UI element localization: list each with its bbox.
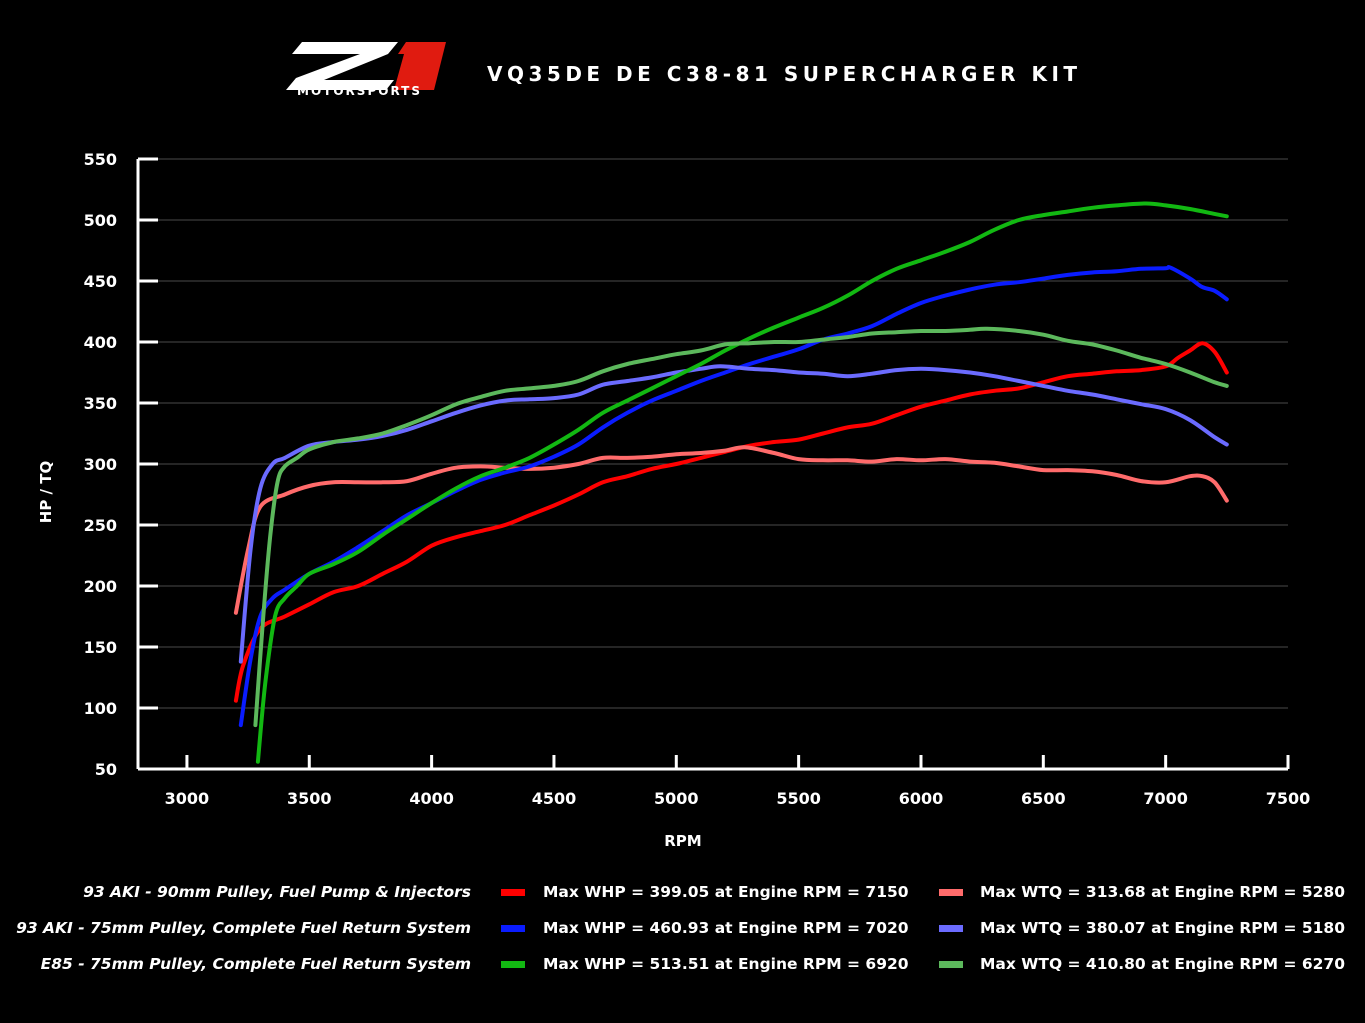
series-line-4 [255, 201, 1229, 764]
x-tick-label: 5000 [654, 789, 699, 808]
legend-whp-text: Max WHP = 513.51 at Engine RPM = 6920 [543, 955, 909, 973]
x-tick-label: 3000 [165, 789, 210, 808]
legend-label: 93 AKI - 90mm Pulley, Fuel Pump & Inject… [83, 883, 471, 901]
legend-row: 93 AKI - 75mm Pulley, Complete Fuel Retu… [0, 916, 1365, 940]
y-tick-label: 500 [84, 211, 117, 230]
series-line-2 [238, 265, 1229, 728]
legend-swatch-wtq [939, 889, 963, 896]
y-tick-label: 200 [84, 577, 117, 596]
legend-wtq-text: Max WTQ = 313.68 at Engine RPM = 5280 [980, 883, 1345, 901]
y-tick-label: 350 [84, 394, 117, 413]
y-tick-label: 50 [95, 760, 117, 779]
x-tick-label: 5500 [776, 789, 821, 808]
grid-lines [138, 158, 1288, 709]
axes [136, 157, 1290, 771]
series-line-3 [238, 364, 1229, 664]
legend-whp-text: Max WHP = 460.93 at Engine RPM = 7020 [543, 919, 909, 937]
y-tick-label: 150 [84, 638, 117, 657]
series-lines [233, 201, 1229, 764]
legend-wtq-text: Max WTQ = 410.80 at Engine RPM = 6270 [980, 955, 1345, 973]
y-tick-label: 250 [84, 516, 117, 535]
y-tick-label: 450 [84, 272, 117, 291]
legend-whp-text: Max WHP = 399.05 at Engine RPM = 7150 [543, 883, 909, 901]
legend-swatch-whp [501, 961, 525, 968]
legend-row: 93 AKI - 90mm Pulley, Fuel Pump & Inject… [0, 880, 1365, 904]
x-tick-label: 6500 [1021, 789, 1066, 808]
legend-label: 93 AKI - 75mm Pulley, Complete Fuel Retu… [16, 919, 471, 937]
x-axis-label: RPM [664, 832, 701, 850]
series-line-0 [233, 341, 1229, 703]
y-tick-labels: 50 100 150 200 250 300 350 400 450 500 550 [84, 150, 117, 779]
x-tick-label: 4500 [532, 789, 577, 808]
x-tick-labels: 3000 3500 4000 4500 5000 5500 6000 6500 7000 7500 [165, 789, 1311, 808]
series-line-1 [233, 445, 1229, 615]
legend-row: E85 - 75mm Pulley, Complete Fuel Return … [0, 952, 1365, 976]
y-axis-label: HP / TQ [37, 461, 55, 523]
x-tick-label: 3500 [287, 789, 332, 808]
x-tick-label: 7500 [1266, 789, 1311, 808]
y-tick-label: 400 [84, 333, 117, 352]
legend-label: E85 - 75mm Pulley, Complete Fuel Return … [40, 955, 471, 973]
legend-swatch-whp [501, 925, 525, 932]
legend-swatch-whp [501, 889, 525, 896]
legend-swatch-wtq [939, 961, 963, 968]
legend-wtq-text: Max WTQ = 380.07 at Engine RPM = 5180 [980, 919, 1345, 937]
x-tick-label: 6000 [899, 789, 944, 808]
y-tick-label: 550 [84, 150, 117, 169]
x-tick-label: 4000 [409, 789, 454, 808]
y-tick-label: 100 [84, 699, 117, 718]
page-title: VQ35DE DE C38-81 SUPERCHARGER KIT [487, 62, 1082, 86]
z1-logo: Z1 [286, 42, 446, 90]
legend-swatch-wtq [939, 925, 963, 932]
y-tick-label: 300 [84, 455, 117, 474]
logo-subtitle: MOTORSPORTS [297, 84, 422, 98]
series-line-5 [253, 326, 1229, 728]
x-tick-label: 7000 [1143, 789, 1188, 808]
